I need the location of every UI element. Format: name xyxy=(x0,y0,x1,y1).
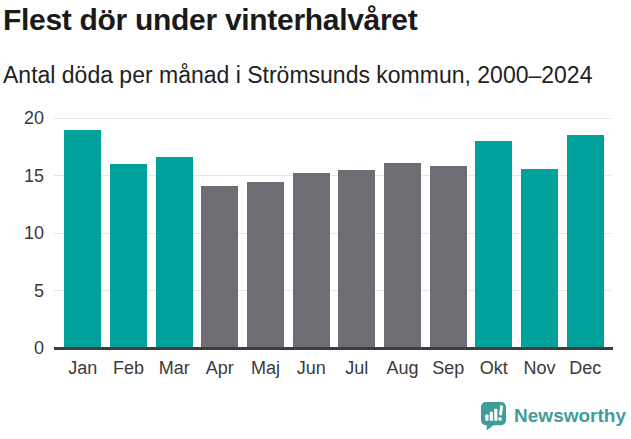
x-axis-baseline xyxy=(54,347,613,350)
newsworthy-bar-chart-bubble-icon xyxy=(480,401,507,431)
y-axis-tick-5: 5 xyxy=(2,281,44,301)
bar-aug xyxy=(384,163,421,348)
bar-dec xyxy=(567,135,604,348)
newsworthy-brand-lockup: Newsworthy xyxy=(480,401,626,431)
y-axis-tick-15: 15 xyxy=(2,166,44,186)
y-axis-tick-20: 20 xyxy=(2,108,44,128)
bar-maj xyxy=(247,182,284,348)
y-axis-tick-0: 0 xyxy=(2,338,44,358)
bar-feb xyxy=(110,164,147,348)
bar-okt xyxy=(475,141,512,348)
brand-name: Newsworthy xyxy=(514,401,626,431)
x-axis-tick-dec: Dec xyxy=(556,357,614,379)
news-graphic: Flest dör under vinterhalvåret Antal död… xyxy=(0,0,631,439)
bar-mar xyxy=(156,157,193,348)
y-axis-tick-10: 10 xyxy=(2,223,44,243)
bar-chart-plot-area: 05101520JanFebMarAprMajJunJulAugSepOktNo… xyxy=(0,0,631,439)
bar-jul xyxy=(338,170,375,348)
bar-sep xyxy=(430,166,467,348)
bar-jun xyxy=(293,173,330,348)
bar-jan xyxy=(64,130,101,349)
bar-apr xyxy=(201,186,238,348)
bar-nov xyxy=(521,169,558,348)
gridline-y-20 xyxy=(54,118,611,119)
